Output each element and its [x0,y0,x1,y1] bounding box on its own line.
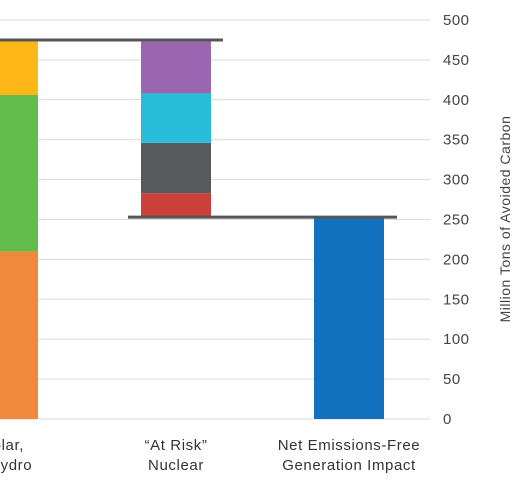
y-axis-title: Million Tons of Avoided Carbon [497,116,513,323]
y-tick-label: 350 [443,132,470,149]
category-label: & Hydro [0,457,32,474]
category-label: Net Emissions-Free [278,437,421,454]
y-tick-label: 300 [443,172,470,189]
y-tick-label: 450 [443,52,470,69]
bar-segment [141,41,211,94]
bar-segment [141,93,211,143]
gridlines [0,19,430,420]
category-label: Generation Impact [282,457,416,474]
bar-segment [0,41,38,96]
y-tick-label: 200 [443,251,470,268]
y-tick-label: 150 [443,291,470,308]
bar-segment [0,95,38,252]
bar-segment [141,193,211,218]
bar-segment [141,142,211,194]
y-tick-label: 400 [443,92,470,109]
y-tick-label: 500 [443,12,470,29]
y-tick-label: 50 [443,371,461,388]
connector-lines [0,38,397,219]
category-label: Solar, [0,437,24,454]
y-tick-label: 100 [443,331,470,348]
category-label: “At Risk” [145,437,208,454]
y-tick-label: 0 [443,411,452,428]
category-labels: Solar, & Hydro “At Risk” Nuclear Net Emissio… [0,437,420,474]
y-tick-label: 250 [443,212,470,229]
bar-segment [314,217,384,419]
y-axis-ticks: 0 50 100 150 200 250 300 350 400 450 500 [443,12,470,428]
bar-stacks [0,41,384,419]
category-label: Nuclear [148,457,204,474]
bar-segment [0,251,38,419]
